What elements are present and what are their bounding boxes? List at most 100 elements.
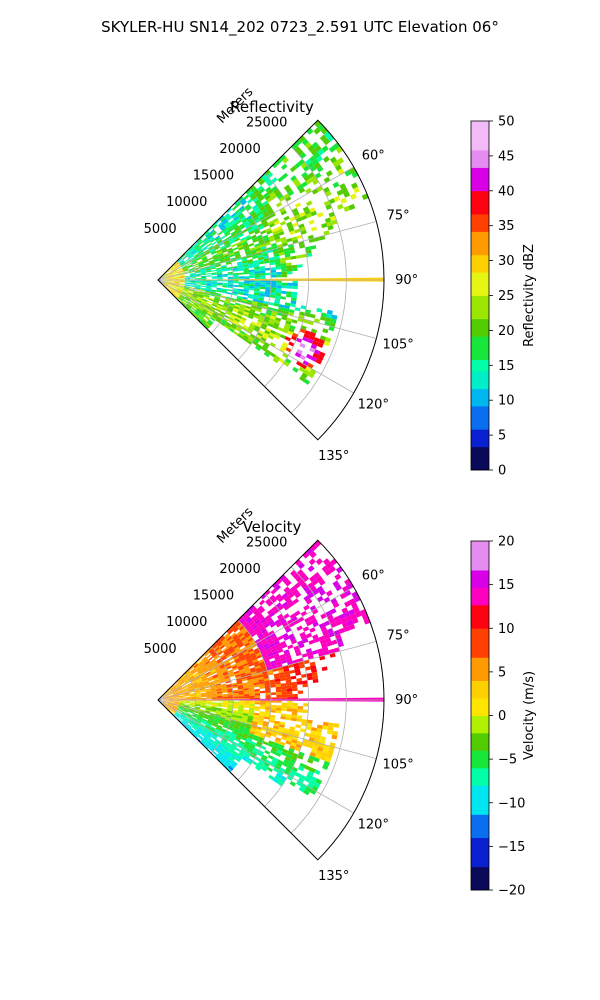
data-gate [197,679,203,683]
data-gate [312,675,318,680]
data-gate [209,715,215,718]
data-gate [188,720,194,725]
data-gate [222,284,228,287]
data-gate [257,722,264,726]
data-gate [184,282,191,284]
data-gate [280,713,287,717]
data-gate [205,315,211,320]
data-gate [193,712,199,716]
data-gate [283,595,291,602]
data-gate [166,689,171,694]
data-gate [233,725,240,730]
data-gate [214,666,220,671]
data-gate [265,289,271,293]
data-gate [300,325,307,331]
data-gate [255,667,262,672]
data-gate [260,638,267,644]
data-gate [258,717,264,721]
colorbar-swatch [471,663,489,670]
data-gate [180,262,186,266]
data-gate [291,755,298,761]
data-gate [206,243,212,248]
colorbar-swatch [471,791,489,798]
data-gate [236,295,243,299]
data-gate [287,702,293,706]
data-gate [171,288,177,292]
data-gate [193,723,199,727]
data-gate [273,742,280,747]
data-gate [162,273,167,277]
data-gate [249,275,255,278]
data-gate [299,728,306,733]
data-gate [189,271,195,273]
data-gate [168,276,174,278]
data-gate [198,250,204,254]
data-gate [190,697,196,699]
colorbar-swatch [471,686,489,693]
data-gate [178,691,184,694]
azimuth-tick-label: 75° [387,629,410,644]
data-gate [279,220,287,226]
data-gate [189,246,194,251]
data-gate [210,315,217,321]
data-gate [324,637,332,643]
data-gate [202,237,208,242]
data-gate [262,630,269,636]
data-gate [298,643,305,649]
data-gate [181,292,187,296]
data-gate [194,254,200,258]
data-gate [259,599,266,606]
colorbar-swatch [471,190,489,198]
data-gate [211,651,217,657]
data-gate [277,228,284,234]
data-gate [219,732,225,737]
data-gate [266,197,273,203]
data-gate [178,679,184,684]
data-gate [202,298,208,302]
data-gate [318,635,325,642]
data-gate [215,236,221,242]
data-gate [275,317,282,322]
data-gate [249,311,255,315]
data-gate [163,280,169,282]
colorbar-swatch [471,802,489,809]
data-gate [186,714,192,719]
data-gate [205,709,211,712]
data-gate [254,756,261,762]
data-gate [248,683,254,687]
data-gate [221,248,227,252]
data-gate [211,708,217,711]
data-gate [196,317,201,322]
data-gate [212,254,218,258]
data-gate [178,690,184,693]
data-gate [298,786,306,793]
data-gate [279,721,286,726]
data-gate [217,277,223,279]
data-gate [173,294,178,299]
data-gate [162,695,168,698]
data-gate [267,669,273,674]
data-gate [229,326,236,331]
data-gate [231,312,237,317]
data-gate [256,306,262,311]
data-gate [276,621,283,628]
data-gate [271,635,278,641]
data-gate [309,733,316,739]
data-gate [186,303,192,308]
data-gate [264,589,271,596]
data-gate [168,702,174,704]
data-gate [204,659,210,664]
data-gate [222,671,229,675]
data-gate [207,665,214,670]
data-gate [168,696,174,698]
data-gate [253,735,260,739]
data-gate [218,256,225,260]
data-gate [221,712,227,716]
data-gate [296,625,303,631]
data-gate [263,255,269,259]
data-gate [233,305,240,310]
colorbar-label: Reflectivity dBZ [522,244,537,347]
data-gate [223,303,229,308]
data-gate [259,270,266,274]
data-gate [200,690,206,693]
